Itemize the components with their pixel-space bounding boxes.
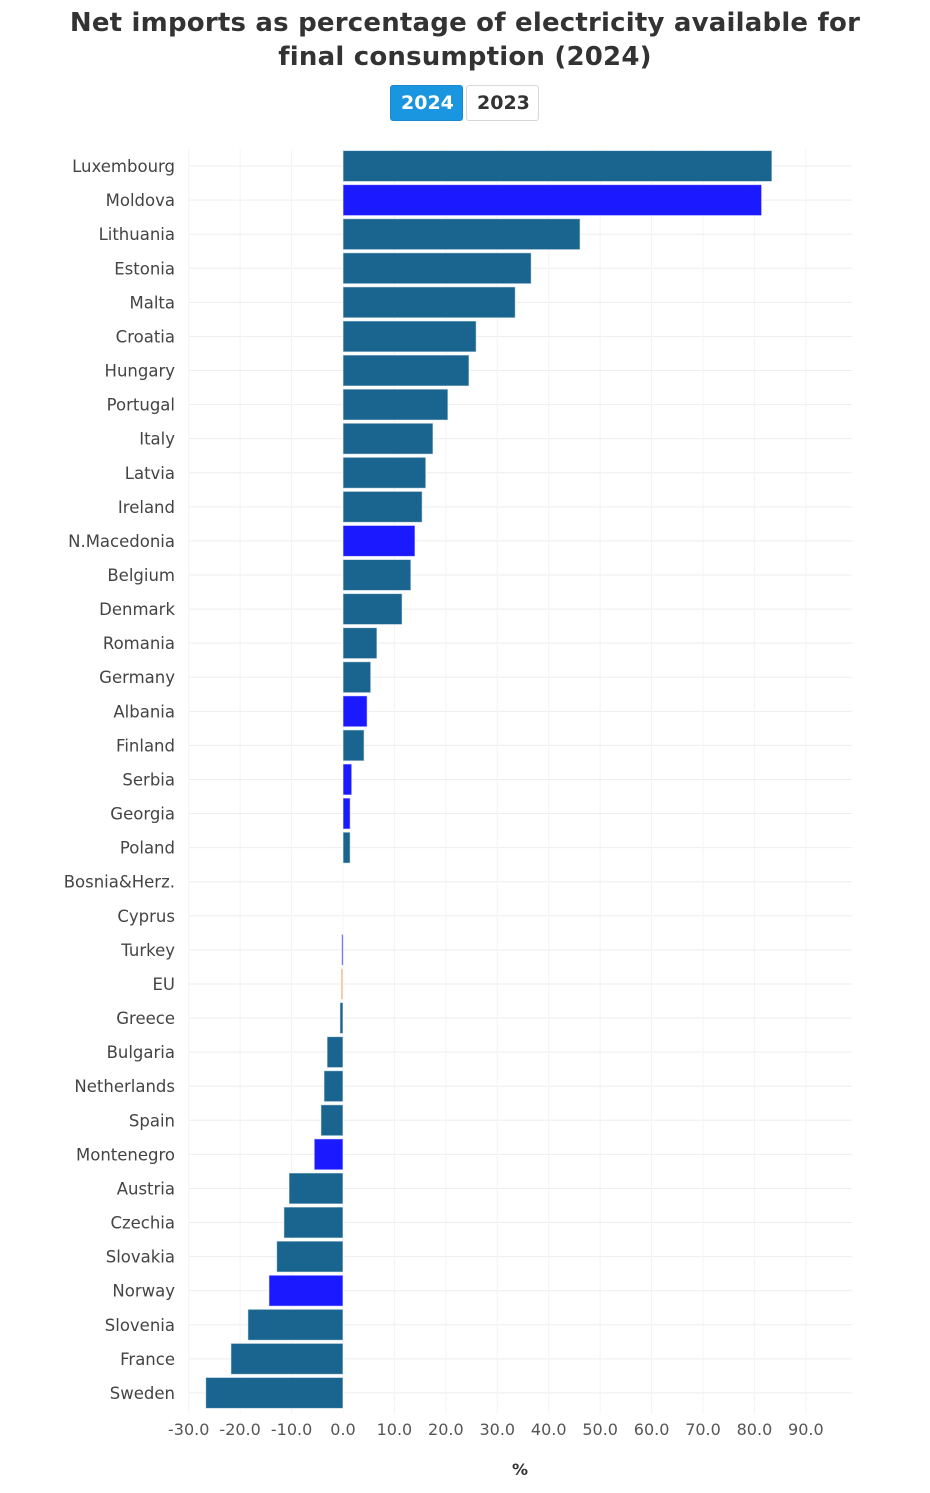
category-label: Belgium <box>107 566 175 585</box>
bar-netherlands[interactable] <box>323 1070 344 1103</box>
bar-n-macedonia[interactable] <box>342 524 416 557</box>
category-label: Norway <box>112 1282 175 1301</box>
category-label: Bosnia&Herz. <box>64 873 175 892</box>
x-tick-label: 50.0 <box>582 1420 618 1439</box>
category-label: Lithuania <box>99 225 175 244</box>
category-label: Sweden <box>110 1384 175 1403</box>
category-label: Estonia <box>114 259 175 278</box>
category-label: Romania <box>103 634 175 653</box>
category-label: Cyprus <box>117 907 175 926</box>
x-tick-label: 20.0 <box>428 1420 464 1439</box>
category-label: Slovenia <box>105 1316 175 1335</box>
bar-austria[interactable] <box>288 1172 344 1205</box>
bar-latvia[interactable] <box>342 456 427 489</box>
category-label: Luxembourg <box>72 157 175 176</box>
x-tick-label: -10.0 <box>271 1420 312 1439</box>
bar-spain[interactable] <box>320 1104 344 1137</box>
category-label: Bulgaria <box>107 1043 175 1062</box>
category-label: Denmark <box>99 600 175 619</box>
chart-title-line1: Net imports as percentage of electricity… <box>69 8 861 38</box>
bar-georgia[interactable] <box>342 797 351 830</box>
bar-belgium[interactable] <box>342 559 412 591</box>
bar-norway[interactable] <box>268 1274 344 1307</box>
chart-title: Net imports as percentage of electricity… <box>0 6 930 74</box>
bar-eu[interactable] <box>340 967 344 1000</box>
bar-moldova[interactable] <box>342 184 763 217</box>
bar-montenegro[interactable] <box>313 1138 344 1171</box>
bar-poland[interactable] <box>342 831 351 864</box>
bar-denmark[interactable] <box>342 593 403 626</box>
bar-czechia[interactable] <box>283 1206 344 1239</box>
x-tick-label: -20.0 <box>219 1420 260 1439</box>
bar-romania[interactable] <box>342 627 378 660</box>
x-tick-label: 90.0 <box>788 1420 824 1439</box>
category-label: Ireland <box>118 498 175 517</box>
category-label: Serbia <box>122 770 175 789</box>
year-button-2024[interactable]: 2024 <box>390 85 463 121</box>
bar-italy[interactable] <box>342 422 434 455</box>
bar-estonia[interactable] <box>342 252 532 285</box>
category-label: Poland <box>120 839 175 858</box>
category-label: Austria <box>117 1179 175 1198</box>
bar-serbia[interactable] <box>342 763 353 796</box>
category-label: France <box>120 1350 175 1369</box>
category-label: Italy <box>139 430 175 449</box>
bar-croatia[interactable] <box>342 320 477 353</box>
x-tick-label: 30.0 <box>479 1420 515 1439</box>
bar-lithuania[interactable] <box>342 218 581 251</box>
x-tick-label: 10.0 <box>377 1420 413 1439</box>
category-label: Turkey <box>120 941 175 960</box>
x-tick-label: 0.0 <box>330 1420 355 1439</box>
category-labels: Luxembourg Moldova Lithuania Estonia Malta Cr… <box>64 157 176 1403</box>
category-label: Albania <box>113 702 175 721</box>
category-label: N.Macedonia <box>68 532 175 551</box>
category-label: Latvia <box>125 464 175 483</box>
chart-title-line2: final consumption (2024) <box>278 42 652 72</box>
x-tick-label: 60.0 <box>634 1420 670 1439</box>
bar-malta[interactable] <box>342 286 516 319</box>
category-label: Portugal <box>107 396 175 415</box>
category-label: Spain <box>129 1111 175 1130</box>
x-axis-ticks: -30.0 -20.0 -10.0 0.0 10.0 20.0 30.0 40.0 50.0 60… <box>168 1420 824 1439</box>
bar-finland[interactable] <box>342 729 365 762</box>
category-label: EU <box>152 975 175 994</box>
category-label: Malta <box>129 293 175 312</box>
bar-germany[interactable] <box>342 661 372 694</box>
category-label: Netherlands <box>74 1077 175 1096</box>
category-label: Germany <box>99 668 175 687</box>
category-label: Finland <box>116 736 175 755</box>
bar-ireland[interactable] <box>342 490 423 523</box>
bar-albania[interactable] <box>342 695 368 728</box>
x-tick-label: -30.0 <box>168 1420 209 1439</box>
category-label: Czechia <box>110 1214 175 1233</box>
x-tick-label: 40.0 <box>531 1420 567 1439</box>
bar-greece[interactable] <box>339 1002 344 1035</box>
bar-turkey[interactable] <box>340 933 344 966</box>
category-label: Slovakia <box>106 1248 175 1267</box>
bars <box>205 150 773 1409</box>
bar-portugal[interactable] <box>342 388 449 421</box>
bar-luxembourg[interactable] <box>342 150 773 183</box>
category-label: Greece <box>116 1009 175 1028</box>
bar-bulgaria[interactable] <box>326 1036 344 1069</box>
category-label: Montenegro <box>76 1145 175 1164</box>
x-tick-label: 70.0 <box>685 1420 721 1439</box>
category-label: Moldova <box>106 191 175 210</box>
x-tick-label: 80.0 <box>737 1420 773 1439</box>
bar-sweden[interactable] <box>205 1376 344 1409</box>
bar-slovakia[interactable] <box>276 1240 344 1273</box>
bar-slovenia[interactable] <box>247 1308 344 1341</box>
bar-france[interactable] <box>230 1342 344 1375</box>
category-label: Georgia <box>110 805 175 824</box>
year-button-2023[interactable]: 2023 <box>466 85 539 121</box>
x-axis-title: % <box>512 1460 528 1479</box>
bar-hungary[interactable] <box>342 354 470 387</box>
year-toggle: 2024 2023 <box>390 85 539 121</box>
category-label: Croatia <box>116 327 175 346</box>
category-label: Hungary <box>105 362 176 381</box>
